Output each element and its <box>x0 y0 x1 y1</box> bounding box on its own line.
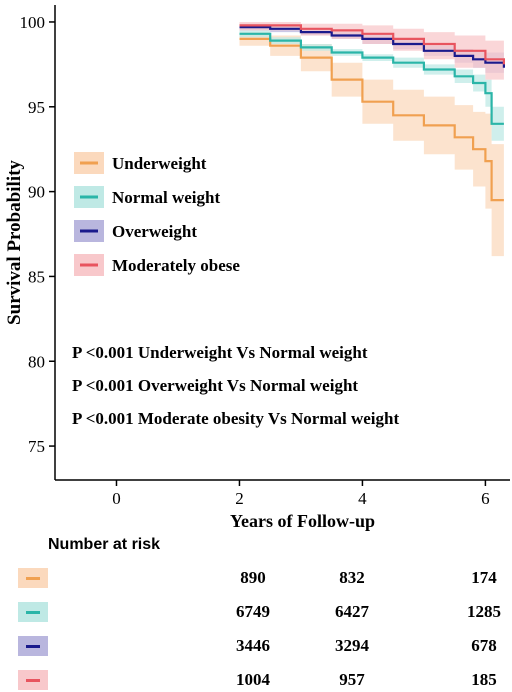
survival-line-1 <box>239 32 504 125</box>
legend-label: Underweight <box>112 154 207 173</box>
risk-value: 832 <box>339 568 365 587</box>
legend-label: Overweight <box>112 222 197 241</box>
y-tick-label: 75 <box>28 437 45 456</box>
risk-value: 3446 <box>236 636 270 655</box>
y-tick-label: 85 <box>28 267 45 286</box>
x-tick-label: 4 <box>358 489 367 508</box>
risk-value: 957 <box>339 670 365 689</box>
survival-curves <box>239 24 505 202</box>
p-value-annotations: P <0.001 Underweight Vs Normal weight P <… <box>72 343 399 428</box>
risk-row: 1004 957 185 <box>0 668 512 692</box>
survival-line-3 <box>239 24 505 65</box>
risk-swatch-line <box>26 645 40 648</box>
x-tick-label: 6 <box>481 489 490 508</box>
p-value-annotation: P <0.001 Overweight Vs Normal weight <box>72 376 358 395</box>
y-tick-label: 90 <box>28 183 45 202</box>
y-axis-label: Survival Probability <box>4 160 25 325</box>
p-value-annotation: P <0.001 Moderate obesity Vs Normal weig… <box>72 409 399 428</box>
y-tick-label: 80 <box>28 352 45 371</box>
survival-line-0 <box>239 37 504 202</box>
risk-value: 678 <box>471 636 497 655</box>
p-value-annotation: P <0.001 Underweight Vs Normal weight <box>72 343 368 362</box>
x-axis-label: Years of Follow-up <box>230 511 375 531</box>
risk-row: 3446 3294 678 <box>0 634 512 658</box>
risk-table-title: Number at risk <box>48 536 161 553</box>
legend: Underweight Normal weight Overweight Modera… <box>74 152 240 276</box>
risk-value: 6427 <box>335 602 369 621</box>
x-tick-label: 0 <box>112 489 121 508</box>
risk-swatch <box>18 670 48 690</box>
risk-swatch <box>18 568 48 588</box>
risk-value: 174 <box>471 568 497 587</box>
risk-value: 1285 <box>467 602 501 621</box>
ci-band-3 <box>239 22 504 85</box>
risk-swatch-line <box>26 577 40 580</box>
y-tick-label: 100 <box>20 13 46 32</box>
risk-value: 3294 <box>335 636 369 655</box>
legend-label: Moderately obese <box>112 256 240 275</box>
risk-swatch-line <box>26 611 40 614</box>
x-tick-label: 2 <box>235 489 244 508</box>
y-tick-label: 95 <box>28 98 45 117</box>
risk-swatch <box>18 602 48 622</box>
risk-swatch-line <box>26 679 40 682</box>
legend-label: Normal weight <box>112 188 220 207</box>
risk-swatch <box>18 636 48 656</box>
risk-row: 6749 6427 1285 <box>0 600 512 624</box>
risk-row: 890 832 174 <box>0 566 512 590</box>
risk-value: 1004 <box>236 670 270 689</box>
risk-value: 185 <box>471 670 497 689</box>
risk-value: 890 <box>240 568 266 587</box>
axes: 75 80 85 90 95 100 0 2 4 6 <box>20 5 510 508</box>
risk-value: 6749 <box>236 602 270 621</box>
ci-band-0 <box>239 32 504 257</box>
